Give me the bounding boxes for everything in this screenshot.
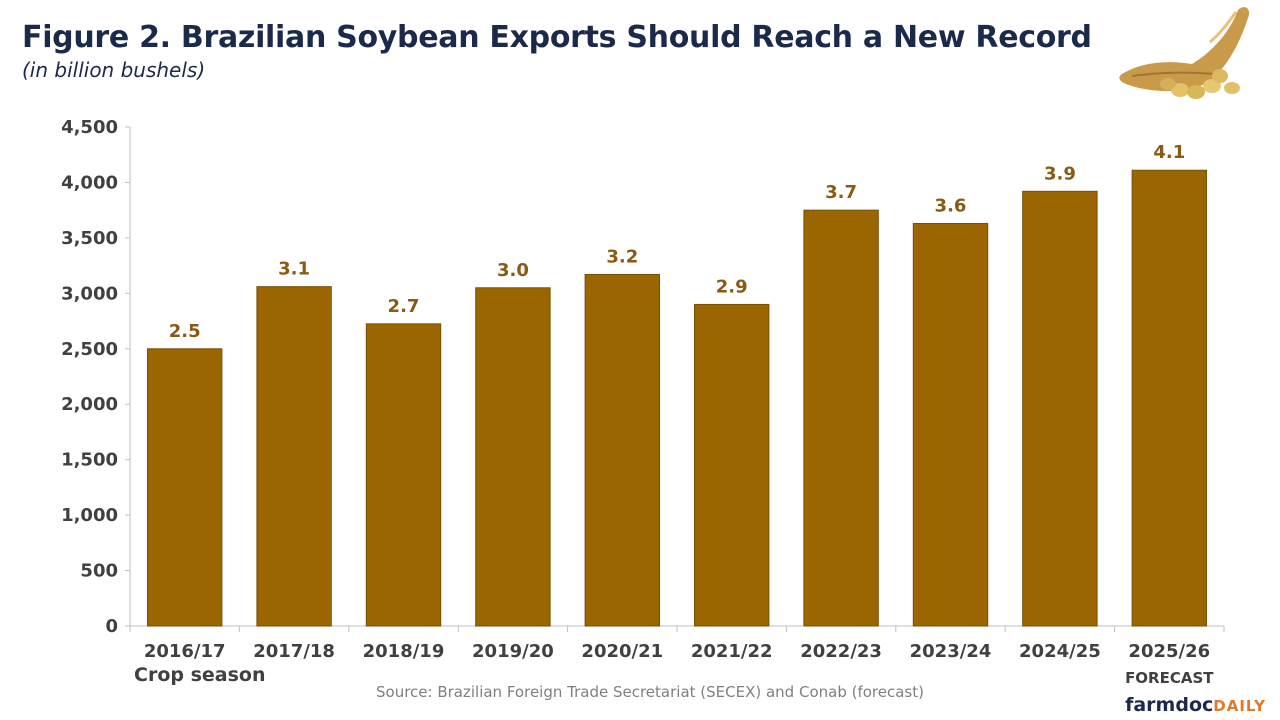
x-tick-label: 2021/22 [691, 641, 773, 662]
bar [256, 286, 332, 627]
data-label: 3.7 [825, 182, 857, 203]
x-tick-label: 2018/19 [363, 641, 445, 662]
x-tick-label: 2020/21 [581, 641, 663, 662]
y-tick-label: 2,500 [61, 339, 118, 360]
data-label: 3.0 [497, 260, 529, 281]
bar [365, 323, 442, 627]
forecast-note: FORECAST [1125, 669, 1214, 687]
x-tick-label: 2017/18 [253, 641, 335, 662]
soybean-pod-icon [1119, 7, 1250, 99]
x-tick-label: 2024/25 [1019, 641, 1101, 662]
y-tick-label: 3,500 [61, 228, 118, 249]
brand-part1: farmdoc [1125, 694, 1214, 716]
data-label: 2.9 [716, 276, 748, 297]
x-tick-label: 2019/20 [472, 641, 554, 662]
y-tick-label: 2,000 [61, 394, 118, 415]
bar [694, 303, 770, 627]
data-label: 2.5 [169, 321, 201, 342]
x-tick-label: 2022/23 [800, 641, 882, 662]
data-label: 4.1 [1153, 142, 1185, 163]
data-label: 3.2 [606, 246, 638, 267]
x-tick-label: 2025/26 [1128, 641, 1210, 662]
chart-subtitle: (in billion bushels) [22, 58, 206, 82]
x-tick-label: 2023/24 [910, 641, 992, 662]
bar [1022, 190, 1098, 627]
source-note: Source: Brazilian Foreign Trade Secretar… [376, 683, 924, 701]
bar [803, 209, 879, 627]
brand-logo: farmdocDAILY [1125, 694, 1266, 716]
y-tick-label: 500 [80, 561, 118, 582]
bar [1131, 169, 1207, 627]
x-axis-title: Crop season [134, 664, 266, 686]
data-label: 3.9 [1044, 163, 1076, 184]
y-tick-label: 4,000 [61, 172, 118, 193]
data-label: 3.1 [278, 259, 310, 280]
data-label: 2.7 [388, 296, 420, 317]
y-tick-label: 1,500 [61, 450, 118, 471]
y-tick-label: 4,500 [61, 117, 118, 138]
bar [912, 222, 989, 627]
y-tick-label: 3,000 [61, 283, 118, 304]
bar [584, 273, 660, 627]
bar [147, 348, 223, 627]
bar [475, 287, 551, 627]
y-tick-label: 0 [105, 616, 118, 637]
data-label: 3.6 [935, 195, 967, 216]
x-tick-label: 2016/17 [144, 641, 226, 662]
y-tick-label: 1,000 [61, 505, 118, 526]
chart-title: Figure 2. Brazilian Soybean Exports Shou… [22, 20, 1092, 55]
brand-part2: DAILY [1213, 697, 1266, 715]
